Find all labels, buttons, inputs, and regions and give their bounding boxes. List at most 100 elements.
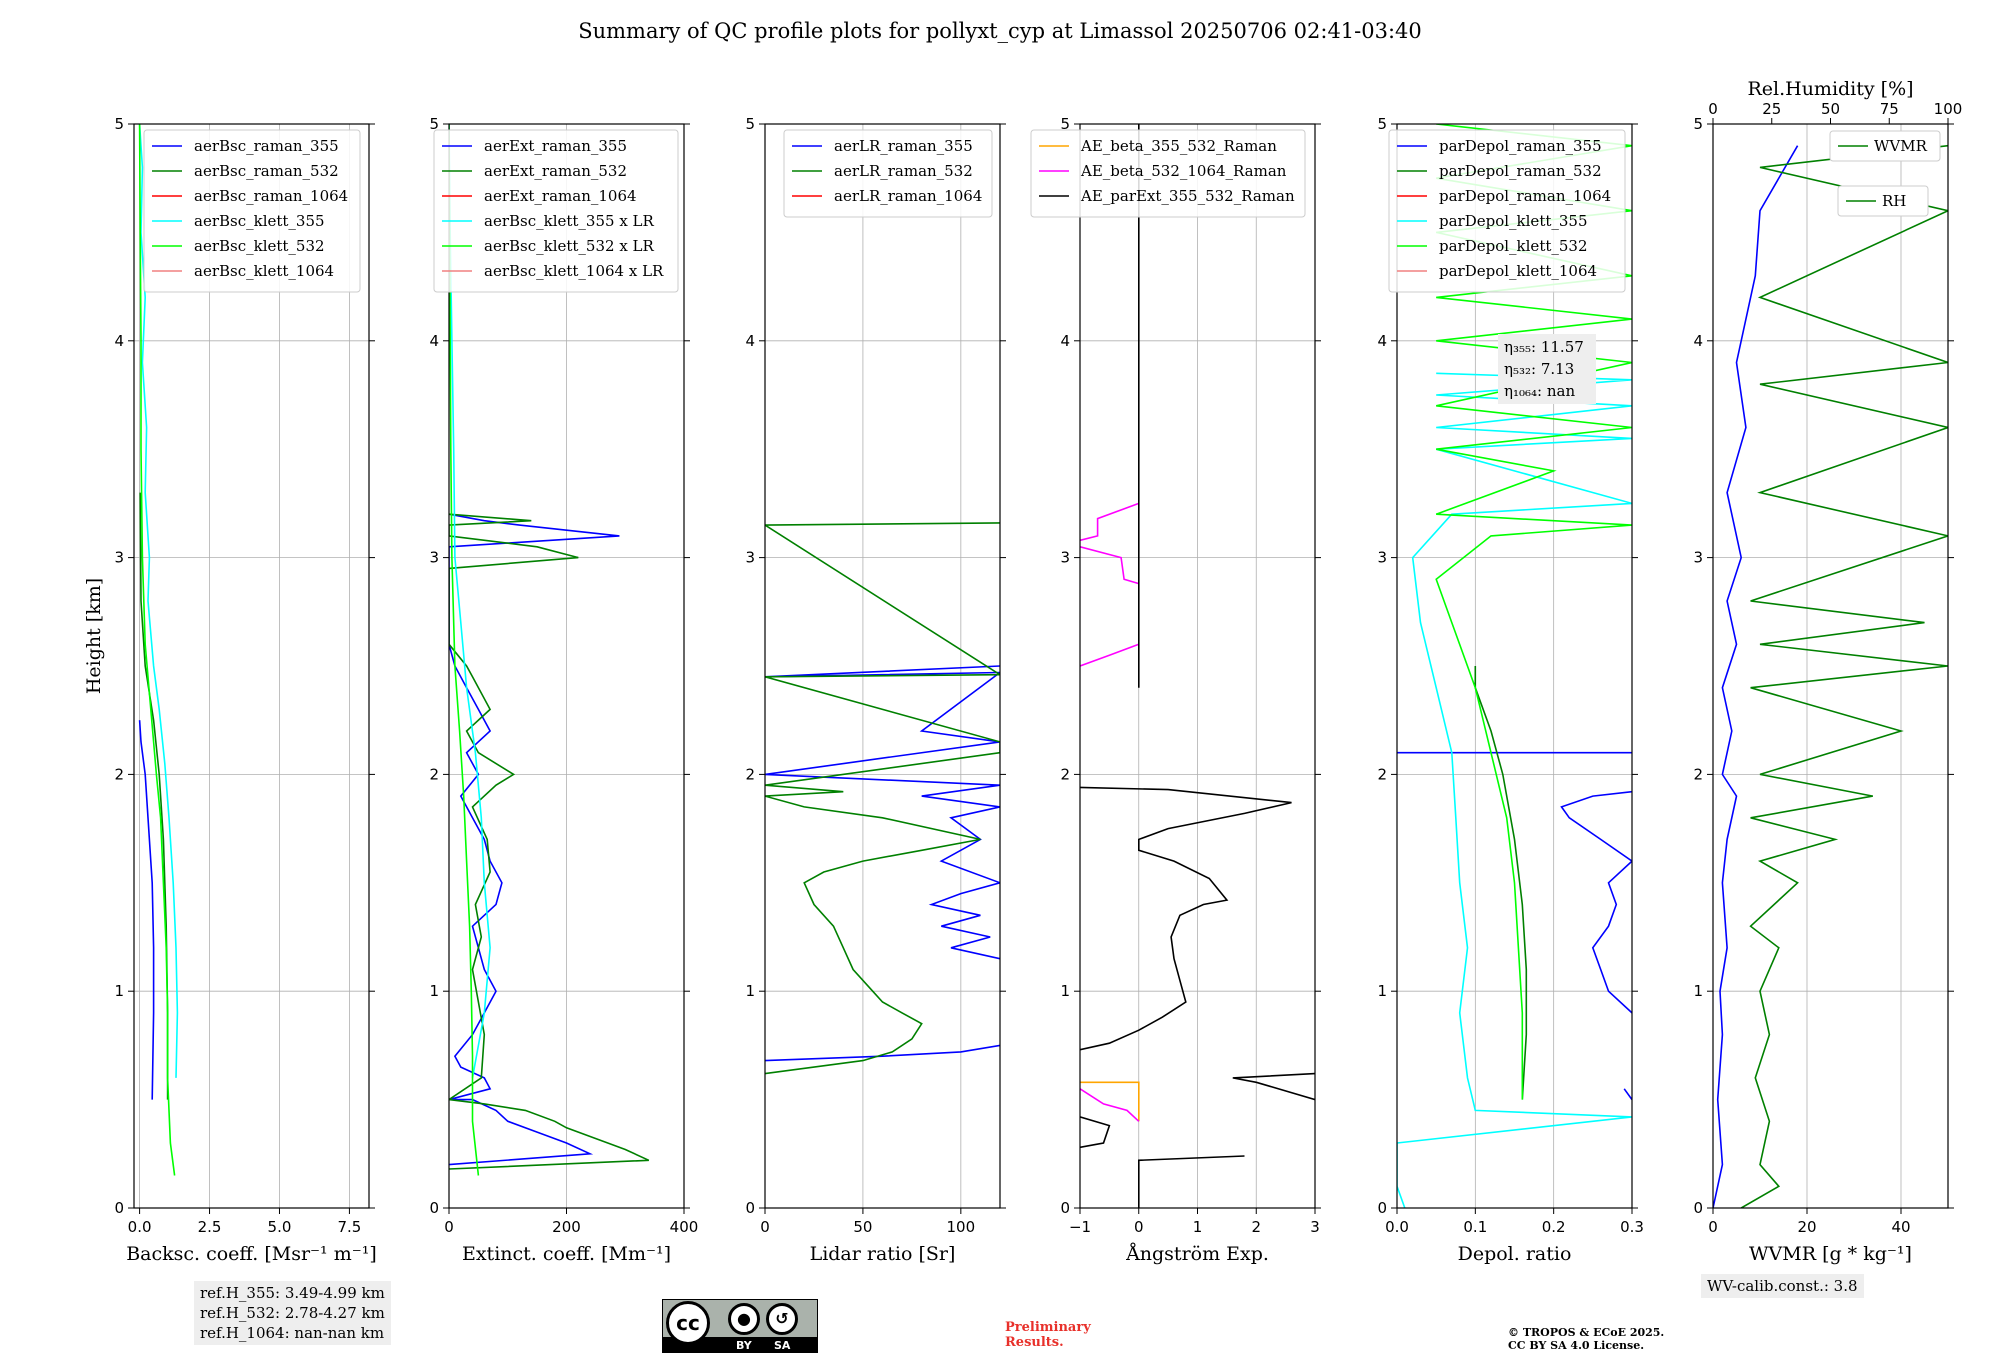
series-line-aerBsc_klett_532 x LR [449,124,480,1176]
legend-label: aerLR_raman_532 [834,162,973,180]
y-tick-label: 0 [114,1199,124,1217]
legend-box [1837,185,1929,217]
x-tick-label: 50 [853,1218,872,1236]
legend-label: aerLR_raman_1064 [834,187,982,205]
wv-calibration-box: WV-calib.const.: 3.8 [1701,1274,1864,1298]
annotation-text: η₅₃₂: 7.13 [1504,360,1574,378]
y-tick-label: 4 [745,332,755,350]
badge-sa-label: SA [774,1339,791,1352]
annotation-text: η₃₅₅: 11.57 [1504,338,1584,356]
x-tick-label: 200 [552,1218,581,1236]
legend-label: aerBsc_klett_1064 x LR [484,262,664,280]
legend-label: aerExt_raman_1064 [484,187,637,205]
cc-by-sa-badge: cc ● ↺ BY SA [662,1299,818,1353]
y-tick-label: 4 [1377,332,1387,350]
series-line-parDepol_raman_355_b [1560,790,1632,1014]
y-tick-label: 2 [429,765,439,783]
y-tick-label: 5 [745,115,755,133]
x2-tick-label: 100 [1934,100,1963,118]
legend-label: AE_beta_355_532_Raman [1080,137,1277,155]
legend-label: parDepol_klett_355 [1439,212,1588,230]
x-tick-label: 5.0 [268,1218,292,1236]
y-tick-label: 1 [1693,982,1703,1000]
share-alike-icon: ↺ [766,1303,798,1335]
legend-label: parDepol_raman_1064 [1439,187,1611,205]
series-line-aerExt_raman_355 [449,513,620,1166]
series-group [1713,144,1948,1208]
series-line-aerExt_raman_532 [449,513,650,1170]
series-line-aerLR_raman_532 [765,522,1000,1075]
legend-label: aerBsc_raman_1064 [194,187,348,205]
y-tick-label: 5 [1377,115,1387,133]
series-line-RH [1740,144,1948,1208]
panel-backscatter: 0.0 2.5 5.0 7.5 0 1 2 3 4 5 Backsc. coeff. [Msr⁻¹ … [114,115,376,1265]
series-line-AE_beta_355_532_Raman [1080,1081,1140,1122]
series-line-AE_beta_532_1064_Raman_c [1080,546,1140,585]
x2-tick-label: 50 [1821,100,1840,118]
y-tick-label: 4 [1693,332,1703,350]
preliminary-line-1: Preliminary [1005,1320,1091,1335]
x-tick-label: 0.0 [1385,1218,1409,1236]
by-person-icon: ● [728,1303,760,1335]
x2-tick-label: 75 [1880,100,1899,118]
y-axis-label: Height [km] [83,578,105,694]
annotation-text: η₁₀₆₄: nan [1504,382,1575,400]
x-tick-label: 40 [1891,1218,1910,1236]
legend-box [1388,129,1626,293]
plot-frame [764,123,1001,1209]
x-axis-label: Extinct. coeff. [Mm⁻¹] [462,1243,671,1265]
x-axis-label: Depol. ratio [1458,1243,1572,1265]
x-tick-label: 2.5 [198,1218,222,1236]
x-tick-label: 400 [670,1218,699,1236]
x-axis-label: Lidar ratio [Sr] [810,1243,956,1265]
series-line-AE_beta_532_1064_Raman_b [1080,643,1140,667]
legend-label: aerBsc_klett_532 x LR [484,237,655,255]
y-tick-label: 5 [429,115,439,133]
y-tick-label: 0 [429,1199,439,1217]
panel-lidar_ratio: 0 50 100 0 1 2 3 4 5 Lidar ratio [Sr] aerLR_raman_… [745,115,1006,1265]
y-tick-label: 3 [429,549,439,567]
y-tick-label: 3 [114,549,124,567]
copyright-line-2: CC BY SA 4.0 License. [1508,1339,1645,1352]
legend-label: aerExt_raman_355 [484,137,627,155]
y-tick-label: 2 [114,765,124,783]
badge-bar [662,1337,818,1353]
x-tick-label: −1 [1069,1218,1091,1236]
legend-box [783,129,993,218]
ref-height-1064: ref.H_1064: nan-nan km [200,1324,385,1342]
y-tick-label: 1 [429,982,439,1000]
series-group [1080,124,1315,1208]
legend-label: aerBsc_klett_532 [194,237,325,255]
legend-label: aerBsc_klett_1064 [194,262,334,280]
y-tick-label: 2 [1060,765,1070,783]
y-tick-label: 2 [745,765,755,783]
x-tick-label: 0.2 [1542,1218,1566,1236]
annotation-box [1498,334,1596,404]
ref-height-532: ref.H_532: 2.78-4.27 km [200,1304,385,1322]
preliminary-notice: Preliminary Results. [1005,1320,1091,1350]
x-axis-label: Ångström Exp. [1125,1243,1269,1265]
figure-title: Summary of QC profile plots for pollyxt_… [578,19,1422,43]
series-group [765,522,1000,1075]
y-tick-label: 2 [1377,765,1387,783]
series-line-AE_parExt_355_532_Raman [1138,1155,1245,1208]
series-line-AE_parExt_355_532_Raman_b [1080,1116,1111,1149]
plot-frame [1712,123,1949,1209]
legend-label: parDepol_raman_532 [1439,162,1602,180]
series-line-AE_parExt_355_532_Raman_d [1080,786,1292,1051]
series-line-AE_parExt_355_532_Raman_c [1232,1072,1315,1101]
series-group [449,124,650,1176]
legend-label: aerBsc_raman_355 [194,137,339,155]
panel-water_vapor: 0 20 40 0 1 2 3 4 5 WVMR [g * kg⁻¹] 0 25 50 75 100 Rel.… [1693,78,1962,1265]
legend-box [1030,129,1306,218]
legend-label: aerBsc_klett_355 [194,212,325,230]
x-tick-label: 3 [1310,1218,1320,1236]
y-tick-label: 3 [1377,549,1387,567]
y-tick-label: 1 [1060,982,1070,1000]
x-tick-label: 0 [1708,1218,1718,1236]
x-tick-label: 0.0 [128,1218,152,1236]
series-line-aerBsc_raman_355 [138,720,155,1100]
legend-label: parDepol_klett_1064 [1439,262,1597,280]
